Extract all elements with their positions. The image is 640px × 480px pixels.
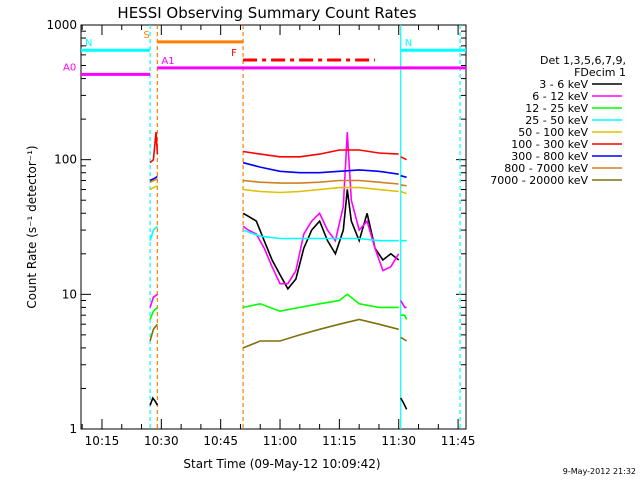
series-line [149,185,158,191]
y-tick-label: 100 [54,153,77,167]
y-tick-label: 1000 [46,18,77,32]
series-line [400,397,408,410]
series-line [242,229,399,242]
series-line [242,149,399,158]
series-line [149,225,158,241]
x-axis-label: Start Time (09-May-12 10:09:42) [183,457,380,471]
series-line [400,190,407,195]
state-bar-label: S [143,30,149,41]
x-tick-label: 11:45 [441,434,476,448]
series-line [242,293,399,313]
series-line [400,174,407,179]
state-bar-label: N [405,38,412,49]
series-line [400,156,407,161]
series-line [149,178,158,183]
plot-frame [80,24,467,430]
state-bar-label: N [85,38,92,49]
legend-label: 3 - 6 keV [539,78,588,91]
series-line [243,186,399,194]
series-line [149,132,159,164]
plot-area: 1 10 100 1000 10:15 10:30 10:45 11:00 11:15 11:30… [46,18,475,448]
x-tick-label: 11:30 [381,434,416,448]
legend-label: 50 - 100 keV [518,126,588,139]
legend-label: 7000 - 20000 keV [490,174,588,187]
y-tick-label: 10 [62,287,77,301]
series-line [400,184,407,187]
series-line [243,179,399,185]
series-line [242,318,399,349]
series-line [149,396,159,406]
series-line [242,161,399,175]
legend-label: 800 - 7000 keV [504,162,588,175]
legend-label: 6 - 12 keV [532,90,588,103]
series-line [149,175,158,182]
state-bar-label: A0 [63,62,76,73]
legend-title: FDecim 1 [574,66,626,79]
series-line [400,314,408,320]
state-bar-label: A1 [161,56,174,67]
x-tick-label: 10:15 [85,434,120,448]
series-line [242,132,400,285]
legend-label: 12 - 25 keV [525,102,588,115]
x-tick-label: 11:00 [263,434,298,448]
series-line [400,336,408,342]
y-tick-label: 1 [69,422,77,436]
series-line [242,189,400,291]
legend-label: 25 - 50 keV [525,114,588,127]
series-line [149,323,159,342]
x-tick-label: 10:30 [144,434,179,448]
series-line [149,293,158,308]
legend-title: Det 1,3,5,6,7,9, [540,54,626,67]
chart-title: HESSI Observing Summary Count Rates [117,4,416,22]
series-line [400,300,407,309]
y-axis-label: Count Rate (s⁻¹ detector⁻¹) [25,145,39,308]
x-tick-label: 10:45 [203,434,238,448]
x-tick-label: 11:15 [322,434,357,448]
state-bar-label: F [231,48,237,59]
generation-timestamp: 9-May-2012 21:32 [563,467,636,476]
legend-label: 100 - 300 keV [511,138,588,151]
legend-label: 300 - 800 keV [511,150,588,163]
series-line [149,306,158,320]
